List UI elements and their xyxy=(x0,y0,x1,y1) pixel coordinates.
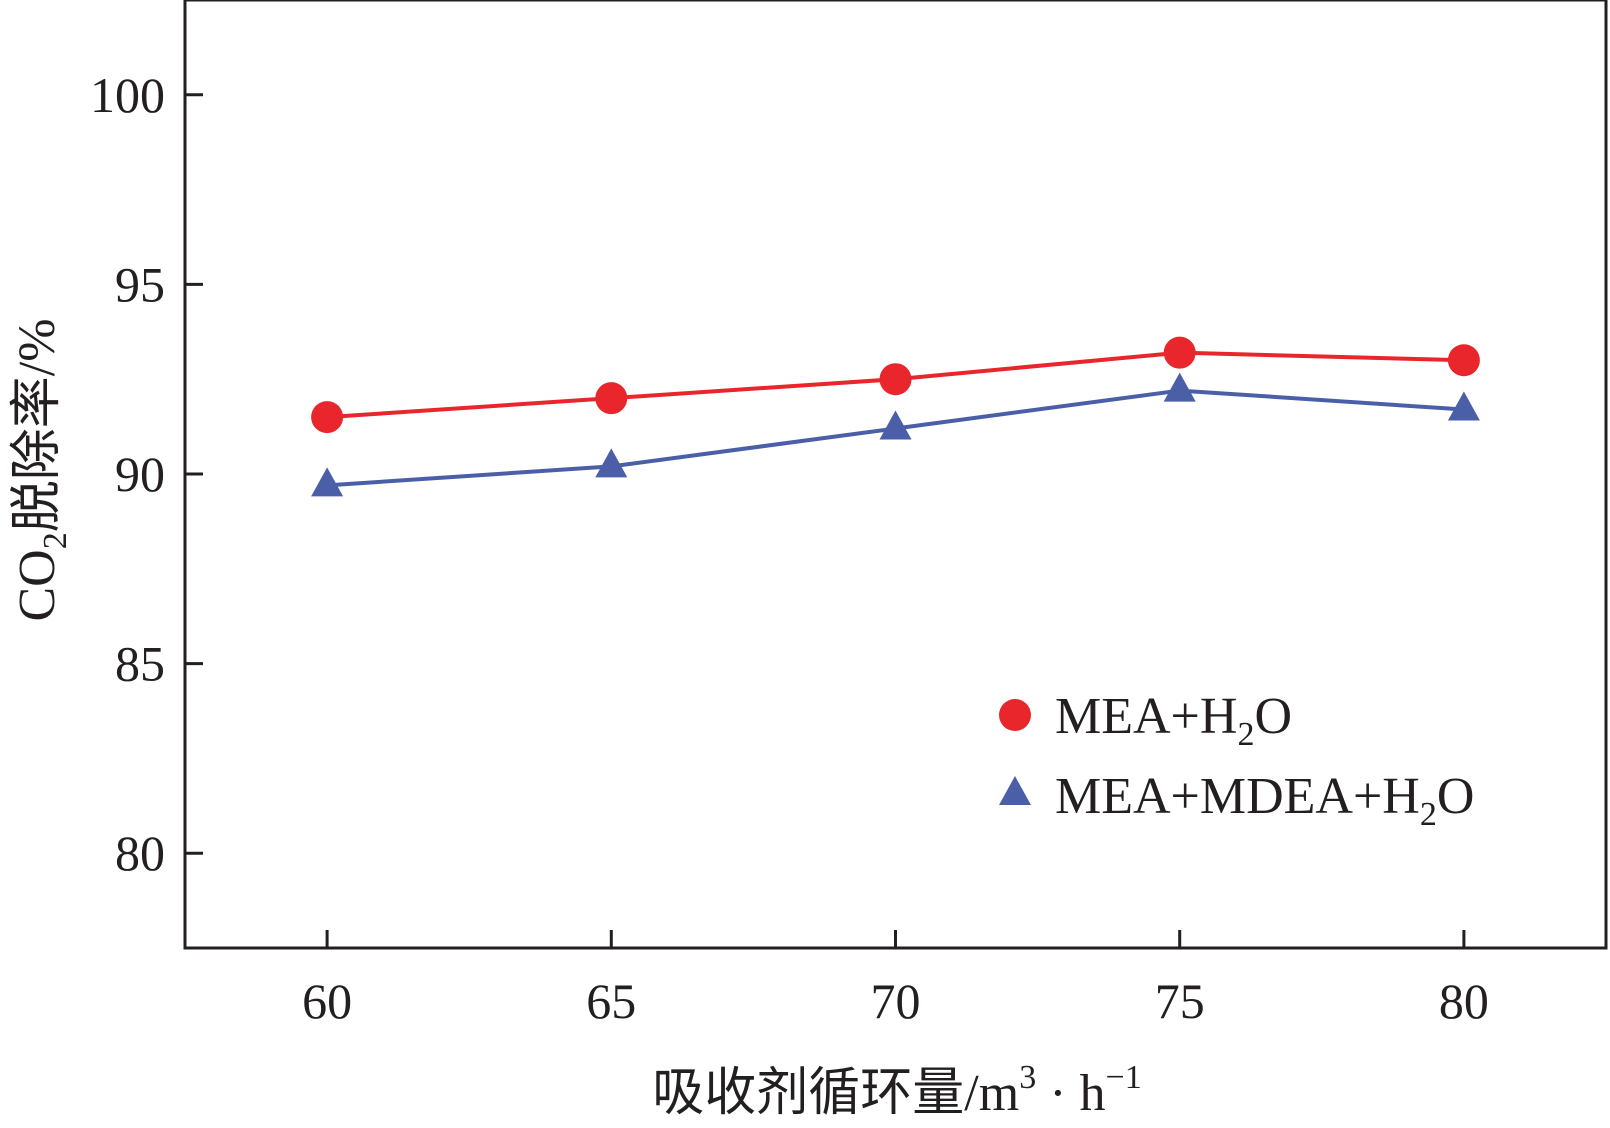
y-axis-title-pre: CO xyxy=(9,549,66,621)
series-layer xyxy=(311,336,1480,497)
data-point-mea-h2o-70 xyxy=(879,363,912,396)
data-point-mea-mdea-h2o-60 xyxy=(311,467,344,497)
data-point-mea-h2o-60 xyxy=(311,401,344,434)
y-tick-label-80: 80 xyxy=(115,825,165,881)
x-tick-label-80: 80 xyxy=(1439,973,1489,1029)
legend-marker-mea-mdea-h2o xyxy=(999,776,1031,805)
y-tick-label-90: 90 xyxy=(115,446,165,502)
x-axis-title: 吸收剂循环量/m3 · h−1 xyxy=(652,1059,1141,1122)
x-axis-ticks: 60 65 70 75 80 xyxy=(302,930,1489,1029)
legend-label-mea-h2o: MEA+H2O xyxy=(1055,688,1292,753)
data-point-mea-h2o-65 xyxy=(595,382,628,415)
x-axis-title-mid: · h xyxy=(1036,1065,1105,1122)
data-point-mea-mdea-h2o-70 xyxy=(879,410,912,440)
legend-label-mea-mdea-h2o-sub: 2 xyxy=(1420,796,1437,833)
data-point-mea-mdea-h2o-80 xyxy=(1447,391,1480,421)
data-point-mea-h2o-80 xyxy=(1447,344,1480,377)
x-tick-label-70: 70 xyxy=(871,973,921,1029)
y-tick-label-95: 95 xyxy=(115,256,165,312)
y-tick-label-100: 100 xyxy=(90,67,165,123)
legend: MEA+H2O MEA+MDEA+H2O xyxy=(999,688,1474,833)
legend-label-mea-mdea-h2o: MEA+MDEA+H2O xyxy=(1055,768,1474,833)
legend-marker-mea-h2o xyxy=(999,699,1031,731)
legend-label-mea-h2o-pre: MEA+H xyxy=(1055,688,1237,745)
x-tick-label-75: 75 xyxy=(1155,973,1205,1029)
legend-label-mea-h2o-post: O xyxy=(1254,688,1292,745)
x-axis-title-main: 吸收剂循环量/m xyxy=(652,1065,1019,1122)
y-axis-title: CO2脱除率/% xyxy=(9,318,74,621)
y-axis-ticks: 80 85 90 95 100 xyxy=(90,67,203,881)
data-point-mea-mdea-h2o-75 xyxy=(1163,372,1196,402)
legend-label-mea-mdea-h2o-post: O xyxy=(1437,768,1475,825)
x-tick-label-60: 60 xyxy=(302,973,352,1029)
x-axis-title-sup1: 3 xyxy=(1019,1059,1036,1096)
data-point-mea-mdea-h2o-65 xyxy=(595,448,628,478)
x-axis-title-sup2: −1 xyxy=(1106,1059,1142,1096)
x-tick-label-65: 65 xyxy=(586,973,636,1029)
legend-label-mea-mdea-h2o-pre: MEA+MDEA+H xyxy=(1055,768,1420,825)
y-axis-title-sub: 2 xyxy=(37,532,74,549)
y-tick-label-85: 85 xyxy=(115,636,165,692)
data-point-mea-h2o-75 xyxy=(1163,336,1196,369)
y-axis-title-post: 脱除率/% xyxy=(9,318,66,532)
legend-label-mea-h2o-sub: 2 xyxy=(1237,716,1254,753)
